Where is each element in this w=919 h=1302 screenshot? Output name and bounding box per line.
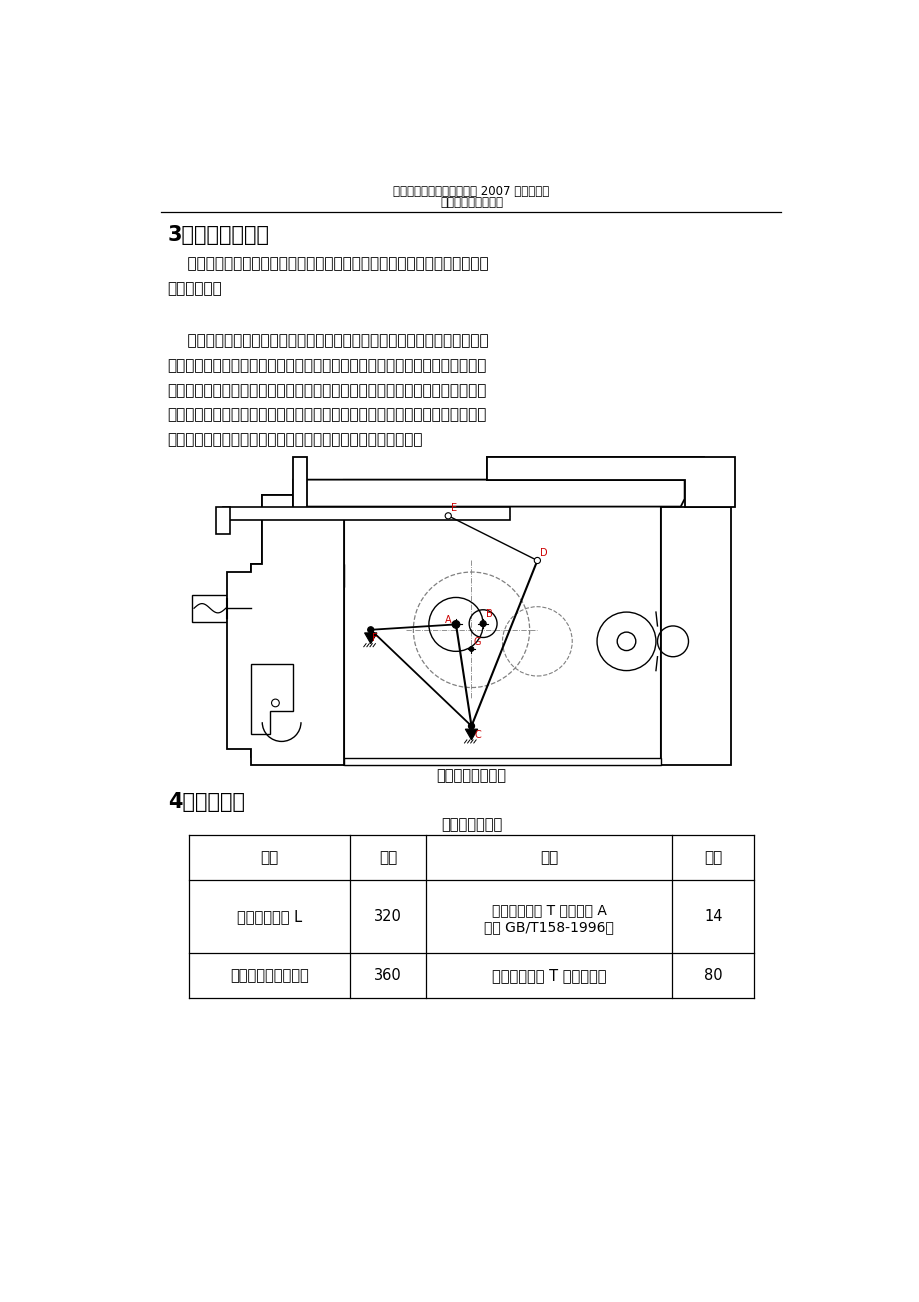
Polygon shape <box>486 457 703 479</box>
Polygon shape <box>223 506 510 519</box>
Text: D: D <box>539 548 548 557</box>
Text: 牛头全床设计说明书: 牛头全床设计说明书 <box>439 195 503 208</box>
Text: 的移动速度低于空行程速度，即全刀具有急回现象。全刀可随小刀架作不同进给: 的移动速度低于空行程速度，即全刀具有急回现象。全刀可随小刀架作不同进给 <box>167 383 486 398</box>
Circle shape <box>368 626 373 633</box>
Text: 牛头全床是用于加工中小尺寸的平面或直槽的金属切削机床，多用于单件或: 牛头全床是用于加工中小尺寸的平面或直槽的金属切削机床，多用于单件或 <box>167 256 488 272</box>
Circle shape <box>534 557 539 564</box>
Polygon shape <box>364 633 377 643</box>
Text: 360: 360 <box>374 967 402 983</box>
Circle shape <box>445 513 451 519</box>
Bar <box>344 479 661 764</box>
Bar <box>192 595 227 622</box>
Bar <box>344 758 661 764</box>
Text: E: E <box>451 503 457 513</box>
Text: 14: 14 <box>703 909 721 924</box>
Circle shape <box>469 647 473 651</box>
Bar <box>661 506 731 764</box>
Polygon shape <box>486 457 734 506</box>
Text: 以数种不同速度、不同行程和不同起始位置作水平往复直线移动，且切削时全刀: 以数种不同速度、不同行程和不同起始位置作水平往复直线移动，且切削时全刀 <box>167 358 486 374</box>
Text: 参数: 参数 <box>379 850 397 866</box>
Text: 参数: 参数 <box>703 850 721 866</box>
Text: 名称: 名称 <box>539 850 558 866</box>
Polygon shape <box>216 506 230 534</box>
Text: 320: 320 <box>374 909 402 924</box>
Text: 3）牛头全床简介: 3）牛头全床简介 <box>167 225 269 245</box>
Polygon shape <box>293 479 684 506</box>
Text: 加工，工作台还应具有升降功能，以适应不同高度的工件加工。: 加工，工作台还应具有升降功能，以适应不同高度的工件加工。 <box>167 432 423 447</box>
Text: F: F <box>372 633 378 643</box>
Text: 4）参数设计: 4）参数设计 <box>167 792 244 811</box>
Bar <box>250 564 344 756</box>
Text: 工作台上平面 T 形抝宽度 A: 工作台上平面 T 形抝宽度 A <box>492 904 606 918</box>
Text: C: C <box>474 729 481 740</box>
Text: 工作台最大横向行程: 工作台最大横向行程 <box>230 967 308 983</box>
Circle shape <box>451 621 460 629</box>
Text: 西安工业大学机电工程学院 2007 级课程设计: 西安工业大学机电工程学院 2007 级课程设计 <box>393 185 549 198</box>
Polygon shape <box>250 664 293 734</box>
Circle shape <box>468 723 474 729</box>
Circle shape <box>480 621 486 626</box>
Text: 最大全削长度 L: 最大全削长度 L <box>236 909 301 924</box>
Polygon shape <box>227 495 344 764</box>
Bar <box>250 564 344 587</box>
Text: 牛头全床参数表: 牛头全床参数表 <box>440 818 502 832</box>
Text: 小批量生产。: 小批量生产。 <box>167 281 222 296</box>
Bar <box>262 495 293 587</box>
Text: 为了适用不同材料和不同尺寸工件的粗、精加工，要求主执行构件一全刀能: 为了适用不同材料和不同尺寸工件的粗、精加工，要求主执行构件一全刀能 <box>167 333 488 349</box>
Text: B: B <box>486 609 493 620</box>
Text: （按 GB/T158-1996）: （按 GB/T158-1996） <box>483 921 614 935</box>
Text: G: G <box>473 637 481 647</box>
Polygon shape <box>465 729 477 740</box>
Bar <box>293 457 307 518</box>
Text: 80: 80 <box>703 967 722 983</box>
Text: 量的垂直进给；安装工件的工作台应具有不同进给量的横向进给，以完成平面的: 量的垂直进给；安装工件的工作台应具有不同进给量的横向进给，以完成平面的 <box>167 408 486 422</box>
Text: 工作台上平面 T 形捭中心距: 工作台上平面 T 形捭中心距 <box>492 967 606 983</box>
Text: A: A <box>445 615 451 625</box>
Text: 名称: 名称 <box>260 850 278 866</box>
Text: 牛头全床机构简图: 牛头全床机构简图 <box>436 768 506 784</box>
